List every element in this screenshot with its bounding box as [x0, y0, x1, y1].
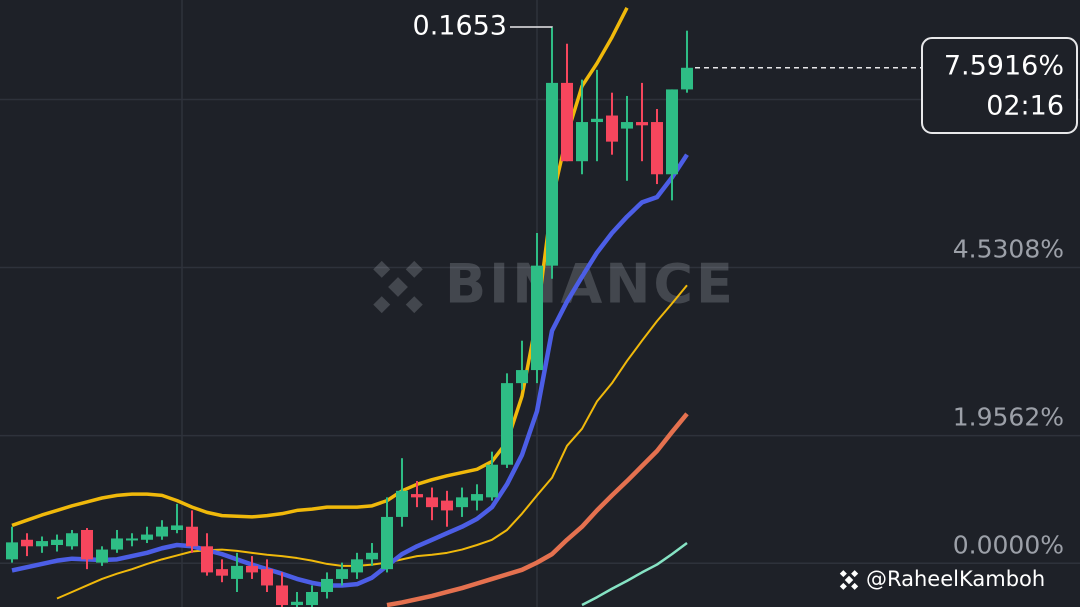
- candle-body: [171, 525, 183, 530]
- candle-body: [36, 541, 48, 547]
- candle-body: [201, 546, 213, 573]
- candle-body: [276, 585, 288, 606]
- candle-body: [6, 542, 18, 560]
- candle-body: [66, 533, 78, 547]
- candle-body: [621, 122, 633, 129]
- price-label-box: [921, 37, 1078, 134]
- candle-body: [216, 569, 228, 576]
- indicator-line: [386, 412, 689, 607]
- overlay: 0.1653 7.5916% 02:16 @RaheelKamboh: [413, 11, 1078, 591]
- candle-body: [81, 529, 93, 560]
- candle-body: [651, 122, 663, 175]
- candle-body: [591, 118, 603, 123]
- credit: @RaheelKamboh: [866, 567, 1045, 591]
- candle-body: [546, 82, 558, 266]
- candle-body: [516, 370, 528, 384]
- candle-body: [486, 464, 498, 498]
- candle-body: [126, 538, 138, 541]
- candle-body: [441, 500, 453, 511]
- candle-body: [261, 569, 273, 586]
- candle-body: [426, 497, 438, 508]
- candle-body: [246, 565, 258, 573]
- candle-body: [186, 526, 198, 547]
- candle-body: [681, 67, 693, 90]
- candle-body: [471, 494, 483, 501]
- candle-body: [291, 601, 303, 606]
- candle-body: [561, 82, 573, 162]
- candle-body: [531, 265, 543, 371]
- candle-body: [606, 115, 618, 142]
- candle-body: [111, 538, 123, 550]
- candle-body: [666, 89, 678, 175]
- candle-body: [141, 534, 153, 540]
- candle-body: [336, 569, 348, 579]
- last-price-label: 7.5916%: [944, 51, 1064, 82]
- candle-body: [306, 591, 318, 606]
- candle-body: [396, 490, 408, 517]
- candle-body: [96, 549, 108, 563]
- candle-body: [411, 494, 423, 498]
- countdown: 02:16: [986, 91, 1064, 122]
- indicator-line: [581, 542, 688, 607]
- candles: [6, 27, 693, 607]
- candle-body: [366, 552, 378, 560]
- candle-body: [321, 578, 333, 592]
- y-tick-label: 0.0000%: [953, 530, 1064, 559]
- candle-body: [231, 565, 243, 579]
- indicator-line: [11, 7, 629, 528]
- candle-body: [636, 122, 648, 126]
- high-annotation: 0.1653: [413, 11, 507, 42]
- y-tick-label: 4.5308%: [953, 235, 1064, 264]
- candle-body: [576, 122, 588, 162]
- candle-body: [351, 559, 363, 573]
- candle-body: [21, 539, 33, 547]
- indicator-lines: [11, 7, 689, 607]
- candle-body: [51, 539, 63, 545]
- candle-body: [501, 383, 513, 465]
- candle-body: [156, 526, 168, 537]
- y-tick-label: 1.9562%: [953, 403, 1064, 432]
- candle-body: [456, 497, 468, 508]
- candle-body: [381, 516, 393, 570]
- indicator-line: [11, 153, 689, 588]
